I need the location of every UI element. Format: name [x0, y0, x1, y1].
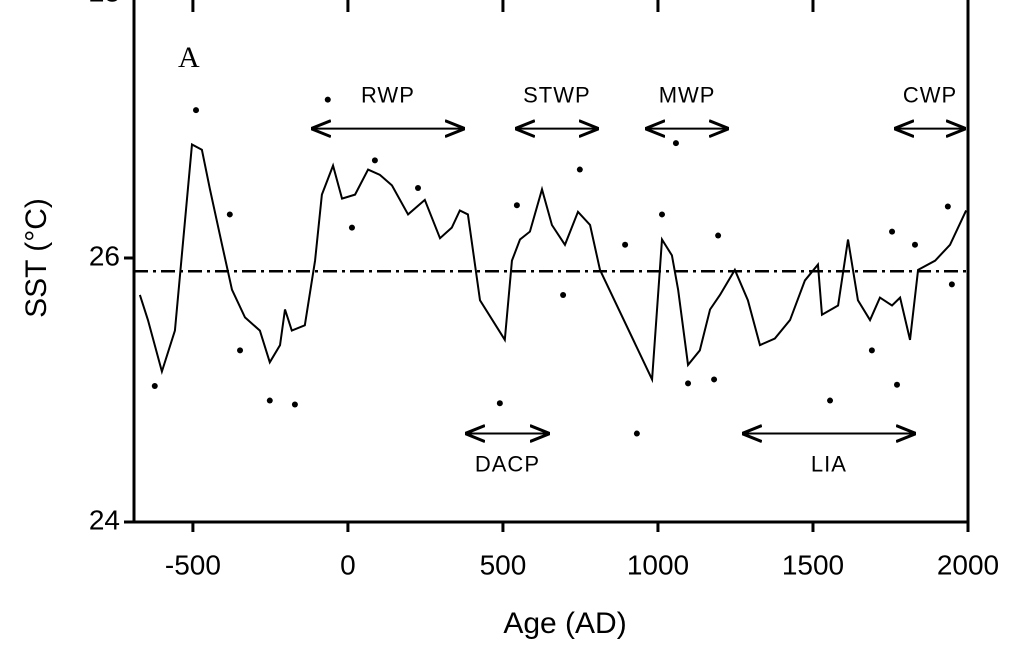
x-tick-label: 1000: [627, 549, 689, 580]
data-point: [513, 202, 520, 209]
period-label: DACP: [475, 451, 540, 476]
sst-line: [138, 142, 968, 384]
x-tick-label: 2000: [937, 549, 999, 580]
x-tick-label: 500: [480, 549, 527, 580]
x-tick-label: 0: [340, 549, 356, 580]
panel-label: A: [178, 41, 200, 74]
x-tick-label: 1500: [782, 549, 844, 580]
data-point: [711, 376, 718, 383]
data-point: [348, 224, 355, 231]
data-point: [685, 380, 692, 387]
period-label: LIA: [811, 451, 847, 476]
data-point: [193, 107, 200, 114]
data-point: [151, 383, 158, 390]
y-axis-label: SST (°C): [20, 198, 53, 318]
data-point: [827, 397, 834, 404]
period-label: MWP: [659, 82, 716, 107]
data-point: [324, 96, 331, 103]
data-point: [889, 228, 896, 235]
period-label: RWP: [361, 82, 415, 107]
data-point: [371, 157, 378, 164]
data-point: [868, 347, 875, 354]
data-point: [633, 430, 640, 437]
y-tick-label: 24: [89, 504, 120, 535]
data-point: [291, 401, 298, 408]
data-point: [576, 166, 583, 173]
data-point: [715, 232, 722, 239]
data-point: [560, 291, 567, 298]
data-point: [672, 140, 679, 147]
data-point: [658, 211, 665, 218]
data-point: [237, 347, 244, 354]
data-point: [266, 397, 273, 404]
plot-frame: [132, 0, 970, 524]
data-point: [414, 185, 421, 192]
data-point: [496, 400, 503, 407]
period-label: CWP: [903, 82, 957, 107]
period-label: STWP: [523, 82, 591, 107]
x-axis-label: Age (AD): [503, 607, 626, 640]
data-point: [944, 203, 951, 210]
data-point: [894, 381, 901, 388]
x-tick-label: -500: [165, 549, 221, 580]
data-point: [622, 241, 629, 248]
data-point: [226, 211, 233, 218]
y-tick-label: 26: [89, 240, 120, 271]
data-point: [911, 241, 918, 248]
y-tick-label: 28: [89, 0, 120, 7]
data-point: [948, 281, 955, 288]
